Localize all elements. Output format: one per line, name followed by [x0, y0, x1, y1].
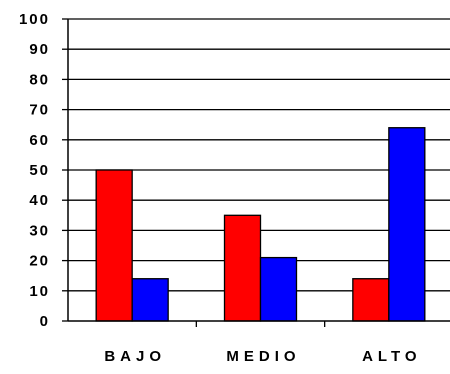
y-tick-label: 60 [29, 132, 50, 149]
bars [95, 127, 426, 322]
bar-alto-series-2 [388, 127, 426, 322]
y-tick-label: 30 [29, 222, 50, 239]
x-category-labels: BAJO MEDIO ALTO [104, 348, 421, 365]
bar-alto-series-1 [352, 278, 390, 322]
y-tick-label: 20 [29, 253, 50, 270]
y-tick-label: 10 [29, 283, 50, 300]
x-category-label: BAJO [104, 348, 166, 365]
bar-medio-series-2 [259, 256, 298, 322]
x-category-label: MEDIO [226, 348, 300, 365]
y-tick-label: 80 [29, 71, 50, 88]
y-tick-labels: 0 10 20 30 40 50 60 70 80 90 100 [19, 11, 50, 330]
y-tick-label: 50 [29, 162, 50, 179]
bar-bajo-series-1 [95, 169, 133, 322]
y-tick-label: 90 [29, 41, 50, 58]
y-tick-label: 0 [40, 313, 50, 330]
bar-medio-series-1 [223, 214, 262, 322]
y-tick-label: 100 [19, 11, 50, 28]
y-tick-label: 40 [29, 192, 50, 209]
y-tick-label: 70 [29, 102, 50, 119]
x-category-label: ALTO [362, 348, 421, 365]
bar-bajo-series-2 [131, 278, 169, 322]
axes [62, 18, 450, 327]
